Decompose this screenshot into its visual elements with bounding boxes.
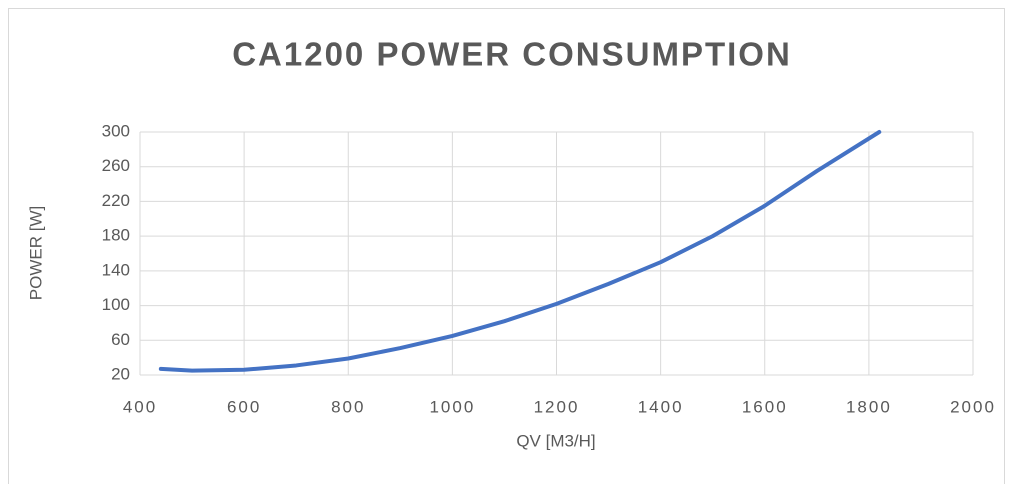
chart-title: CA1200 POWER CONSUMPTION xyxy=(232,36,792,73)
y-tick-label: 180 xyxy=(102,226,130,245)
x-tick-label: 1400 xyxy=(638,397,684,416)
x-tick-label: 600 xyxy=(227,397,261,416)
y-tick-label: 260 xyxy=(102,156,130,175)
y-tick-label: 20 xyxy=(111,364,130,383)
chart-border xyxy=(8,8,1005,484)
x-axis-label: QV [M3/H] xyxy=(516,431,595,450)
x-tick-label: 2000 xyxy=(950,397,996,416)
x-tick-label: 1000 xyxy=(429,397,475,416)
y-tick-label: 100 xyxy=(102,295,130,314)
x-tick-label: 1200 xyxy=(534,397,580,416)
x-tick-label: 1800 xyxy=(846,397,892,416)
y-tick-label: 220 xyxy=(102,191,130,210)
x-tick-label: 400 xyxy=(123,397,157,416)
data-line xyxy=(158,130,882,373)
y-axis-label: POWER [W] xyxy=(26,206,45,300)
x-tick-label: 800 xyxy=(331,397,365,416)
y-tick-label: 140 xyxy=(102,260,130,279)
y-tick-label: 60 xyxy=(111,330,130,349)
x-tick-label: 1600 xyxy=(742,397,788,416)
y-tick-label: 300 xyxy=(102,121,130,140)
